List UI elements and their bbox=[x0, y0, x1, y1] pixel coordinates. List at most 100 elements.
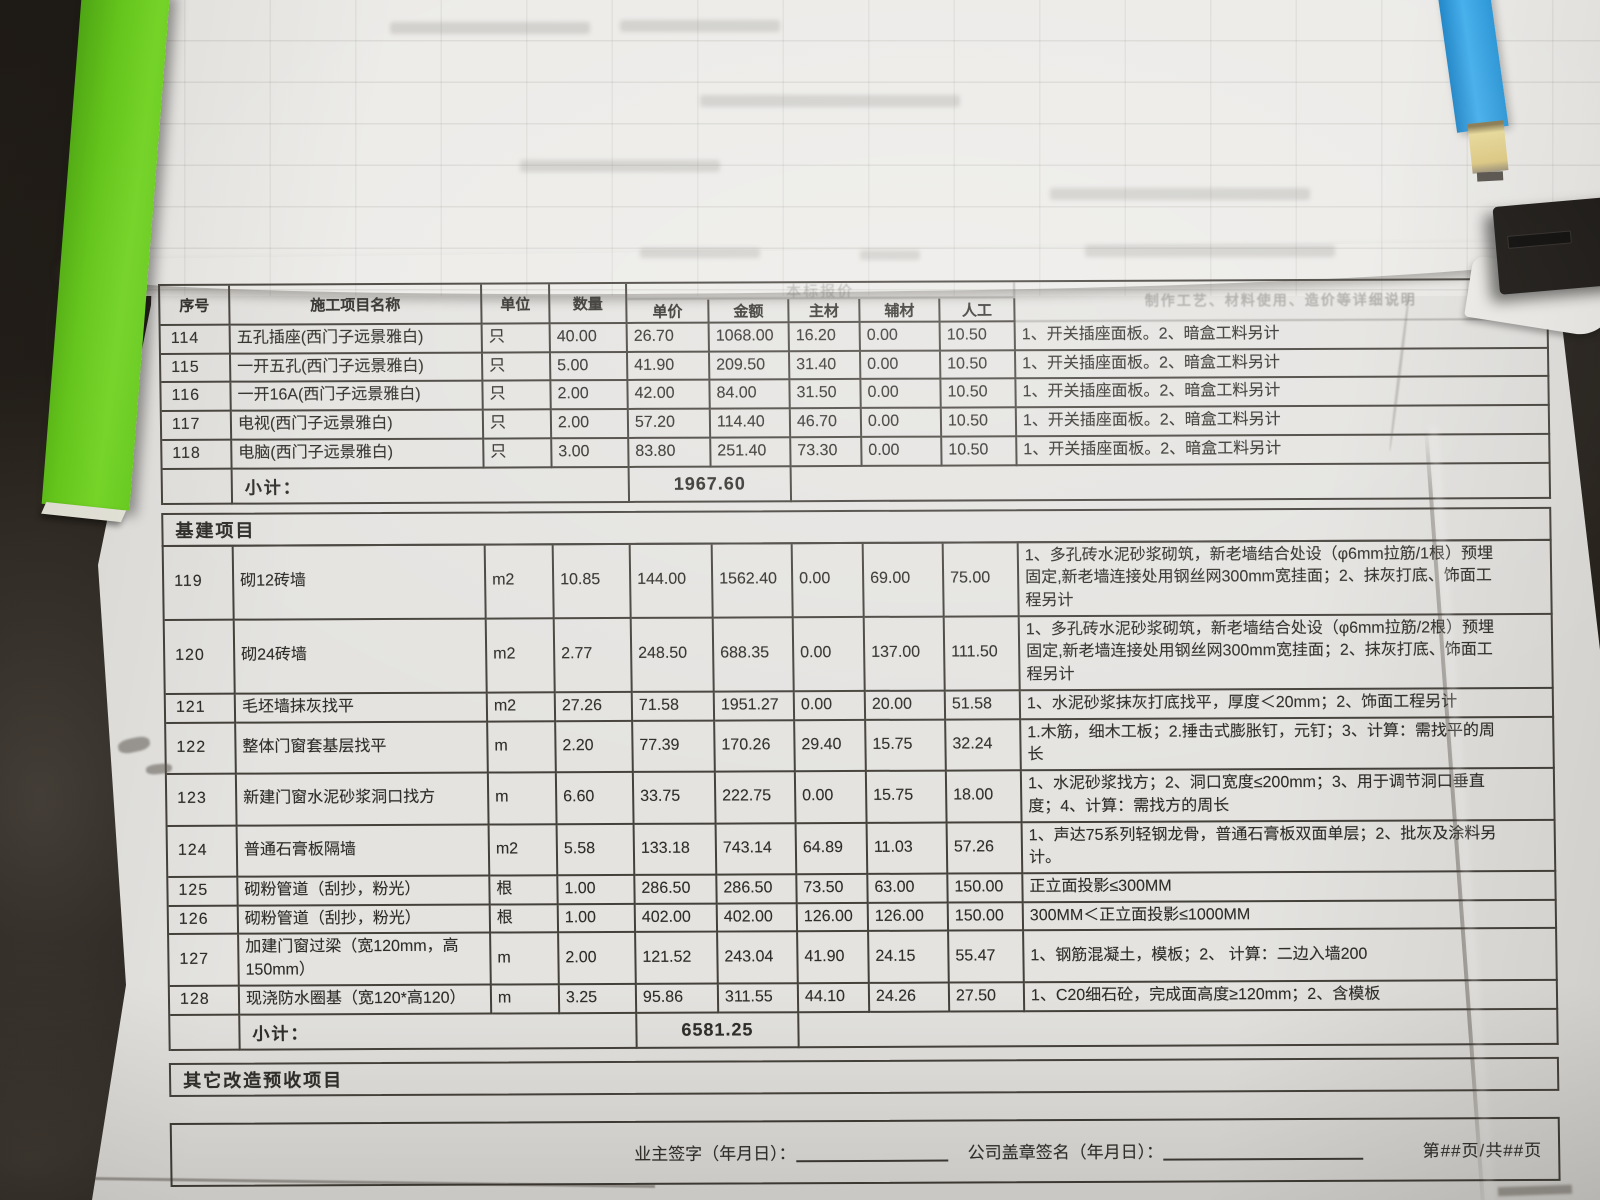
flipped-page-back bbox=[100, 0, 1600, 296]
cell-aux-material: 15.75 bbox=[866, 771, 948, 824]
subtotal-value: 1967.60 bbox=[629, 466, 793, 503]
cell-qty: 1.00 bbox=[558, 875, 636, 905]
cell-labor: 27.50 bbox=[949, 983, 1026, 1013]
cell-details: 1.木筋，细木工板；2.捶击式膨胀钉，元钉；3、计算：需找平的周长 bbox=[1021, 717, 1555, 772]
cell-unit-price: 83.80 bbox=[629, 438, 712, 468]
cell-name: 现浇防水圈基（宽120*高120） bbox=[239, 985, 493, 1016]
table-row: 122 整体门窗套基层找平 m 2.20 77.39 170.26 29.40 … bbox=[166, 717, 1555, 776]
cell-qty: 27.26 bbox=[555, 692, 634, 722]
cell-unit: m bbox=[491, 985, 561, 1015]
pen-tip bbox=[1467, 120, 1509, 174]
cell-details: 1、开关插座面板。2、暗盒工料另计 bbox=[1017, 434, 1551, 466]
showthrough-text-smudge bbox=[620, 20, 780, 32]
cell-unit: m bbox=[488, 721, 557, 774]
cell-unit: 只 bbox=[484, 439, 553, 469]
cell-name: 电视(西门子远景雅白) bbox=[231, 410, 485, 441]
cell-details: 300MM＜正立面投影≤1000MM bbox=[1023, 900, 1558, 932]
cell-qty: 3.00 bbox=[552, 438, 630, 468]
owner-sign-label: 业主签字（年月日）： bbox=[634, 1144, 796, 1164]
table-row: 120 砌24砖墙 m2 2.77 248.50 688.35 0.00 137… bbox=[164, 614, 1554, 695]
cell-no: 128 bbox=[169, 986, 241, 1016]
cell-qty: 3.25 bbox=[559, 984, 638, 1014]
cell-aux-material: 0.00 bbox=[861, 380, 942, 410]
cell-unit-price: 402.00 bbox=[635, 904, 719, 934]
cell-name: 砌粉管道（刮抄，粉光） bbox=[238, 876, 491, 907]
cell-unit: 只 bbox=[482, 324, 551, 354]
cell-amount: 170.26 bbox=[715, 720, 796, 773]
cell-amount: 251.40 bbox=[711, 438, 792, 468]
cell-details: 1、开关插座面板。2、暗盒工料另计 bbox=[1016, 377, 1550, 409]
subtotal-empty-cell bbox=[162, 469, 234, 505]
cell-qty: 1.00 bbox=[558, 904, 637, 934]
cell-main-material: 0.00 bbox=[794, 691, 867, 721]
cell-unit-price: 57.20 bbox=[628, 409, 712, 439]
cell-aux-material: 11.03 bbox=[867, 823, 949, 875]
cell-labor: 10.50 bbox=[941, 408, 1018, 438]
cell-details: 1、开关插座面板。2、暗盒工料另计 bbox=[1015, 348, 1550, 380]
cell-aux-material: 15.75 bbox=[866, 720, 947, 772]
cell-unit: m bbox=[488, 773, 558, 826]
cell-no: 124 bbox=[167, 826, 239, 878]
cell-no: 114 bbox=[160, 325, 231, 355]
cell-unit: m2 bbox=[487, 693, 557, 723]
cell-labor: 18.00 bbox=[946, 771, 1023, 824]
cell-unit: m2 bbox=[485, 544, 555, 620]
cell-no: 118 bbox=[162, 440, 233, 470]
cell-aux-material: 0.00 bbox=[862, 437, 943, 467]
cell-main-material: 41.90 bbox=[798, 932, 870, 985]
cell-no: 125 bbox=[168, 877, 239, 907]
header-aux-material: 辅材 bbox=[860, 298, 941, 323]
showthrough-text-smudge bbox=[1085, 245, 1335, 257]
cell-unit-price: 95.86 bbox=[636, 984, 720, 1014]
header-labor: 人工 bbox=[940, 298, 1016, 323]
subtotal-value: 6581.25 bbox=[637, 1012, 800, 1049]
cell-aux-material: 0.00 bbox=[860, 351, 942, 381]
company-sign-label: 公司盖章签名（年月日）： bbox=[967, 1142, 1164, 1163]
cell-main-material: 46.70 bbox=[790, 409, 863, 439]
table-body-section-2: 119 砌12砖墙 m2 10.85 144.00 1562.40 0.00 6… bbox=[163, 540, 1559, 1016]
table-row: 124 普通石膏板隔墙 m2 5.58 133.18 743.14 64.89 … bbox=[167, 820, 1557, 878]
showthrough-text-smudge bbox=[1050, 188, 1310, 200]
black-object bbox=[1492, 193, 1600, 295]
cell-labor: 32.24 bbox=[946, 719, 1022, 772]
cell-main-material: 16.20 bbox=[789, 322, 861, 352]
cell-qty: 2.00 bbox=[559, 933, 637, 986]
cell-no: 121 bbox=[165, 694, 237, 724]
cell-main-material: 0.00 bbox=[795, 771, 868, 824]
cell-labor: 111.50 bbox=[944, 616, 1021, 692]
cell-details: 1、水泥砂浆找方；2、洞口宽度≤200mm；3、用于调节洞口垂直度；4、计算：需… bbox=[1021, 768, 1556, 823]
cell-labor: 150.00 bbox=[948, 902, 1025, 932]
table-row: 123 新建门窗水泥砂浆洞口找方 m 6.60 33.75 222.75 0.0… bbox=[166, 768, 1556, 827]
showthrough-text-smudge bbox=[700, 95, 960, 107]
cell-details: 1、水泥砂浆抹灰打底找平，厚度＜20mm；2、饰面工程另计 bbox=[1020, 688, 1555, 720]
cell-no: 122 bbox=[166, 723, 237, 776]
cell-aux-material: 24.26 bbox=[869, 983, 951, 1013]
cell-aux-material: 20.00 bbox=[865, 691, 947, 721]
cell-unit-price: 133.18 bbox=[634, 824, 718, 876]
cell-labor: 10.50 bbox=[941, 379, 1017, 409]
cell-unit-price: 33.75 bbox=[633, 772, 717, 825]
header-no: 序号 bbox=[160, 285, 231, 326]
subtotal-empty-cell bbox=[170, 1015, 241, 1051]
section-title-other: 其它改造预收项目 bbox=[168, 1056, 1560, 1097]
table-section-2: 119 砌12砖墙 m2 10.85 144.00 1562.40 0.00 6… bbox=[161, 538, 1559, 1051]
cell-amount: 286.50 bbox=[717, 875, 798, 905]
cell-main-material: 31.40 bbox=[789, 351, 862, 381]
cell-aux-material: 63.00 bbox=[868, 874, 949, 904]
cell-amount: 1951.27 bbox=[714, 692, 796, 722]
cell-no: 120 bbox=[164, 620, 236, 695]
cell-qty: 5.58 bbox=[557, 824, 636, 877]
cell-no: 126 bbox=[168, 906, 240, 936]
quote-sheet: 序号 施工项目名称 单位 数量 本标报价 制作工艺、材料使用、造价等详细说明 单… bbox=[158, 277, 1561, 1187]
cell-labor: 57.26 bbox=[947, 822, 1024, 875]
cell-main-material: 73.30 bbox=[791, 437, 863, 467]
cell-amount: 688.35 bbox=[713, 617, 795, 693]
cell-name: 普通石膏板隔墙 bbox=[237, 825, 491, 878]
cell-aux-material: 137.00 bbox=[864, 617, 946, 692]
header-name: 施工项目名称 bbox=[230, 284, 483, 326]
cell-name: 砌12砖墙 bbox=[233, 545, 487, 621]
cell-labor: 150.00 bbox=[948, 874, 1024, 904]
header-unit: 单位 bbox=[482, 284, 551, 325]
showthrough-text-smudge bbox=[640, 248, 760, 258]
cell-amount: 1068.00 bbox=[709, 323, 790, 353]
